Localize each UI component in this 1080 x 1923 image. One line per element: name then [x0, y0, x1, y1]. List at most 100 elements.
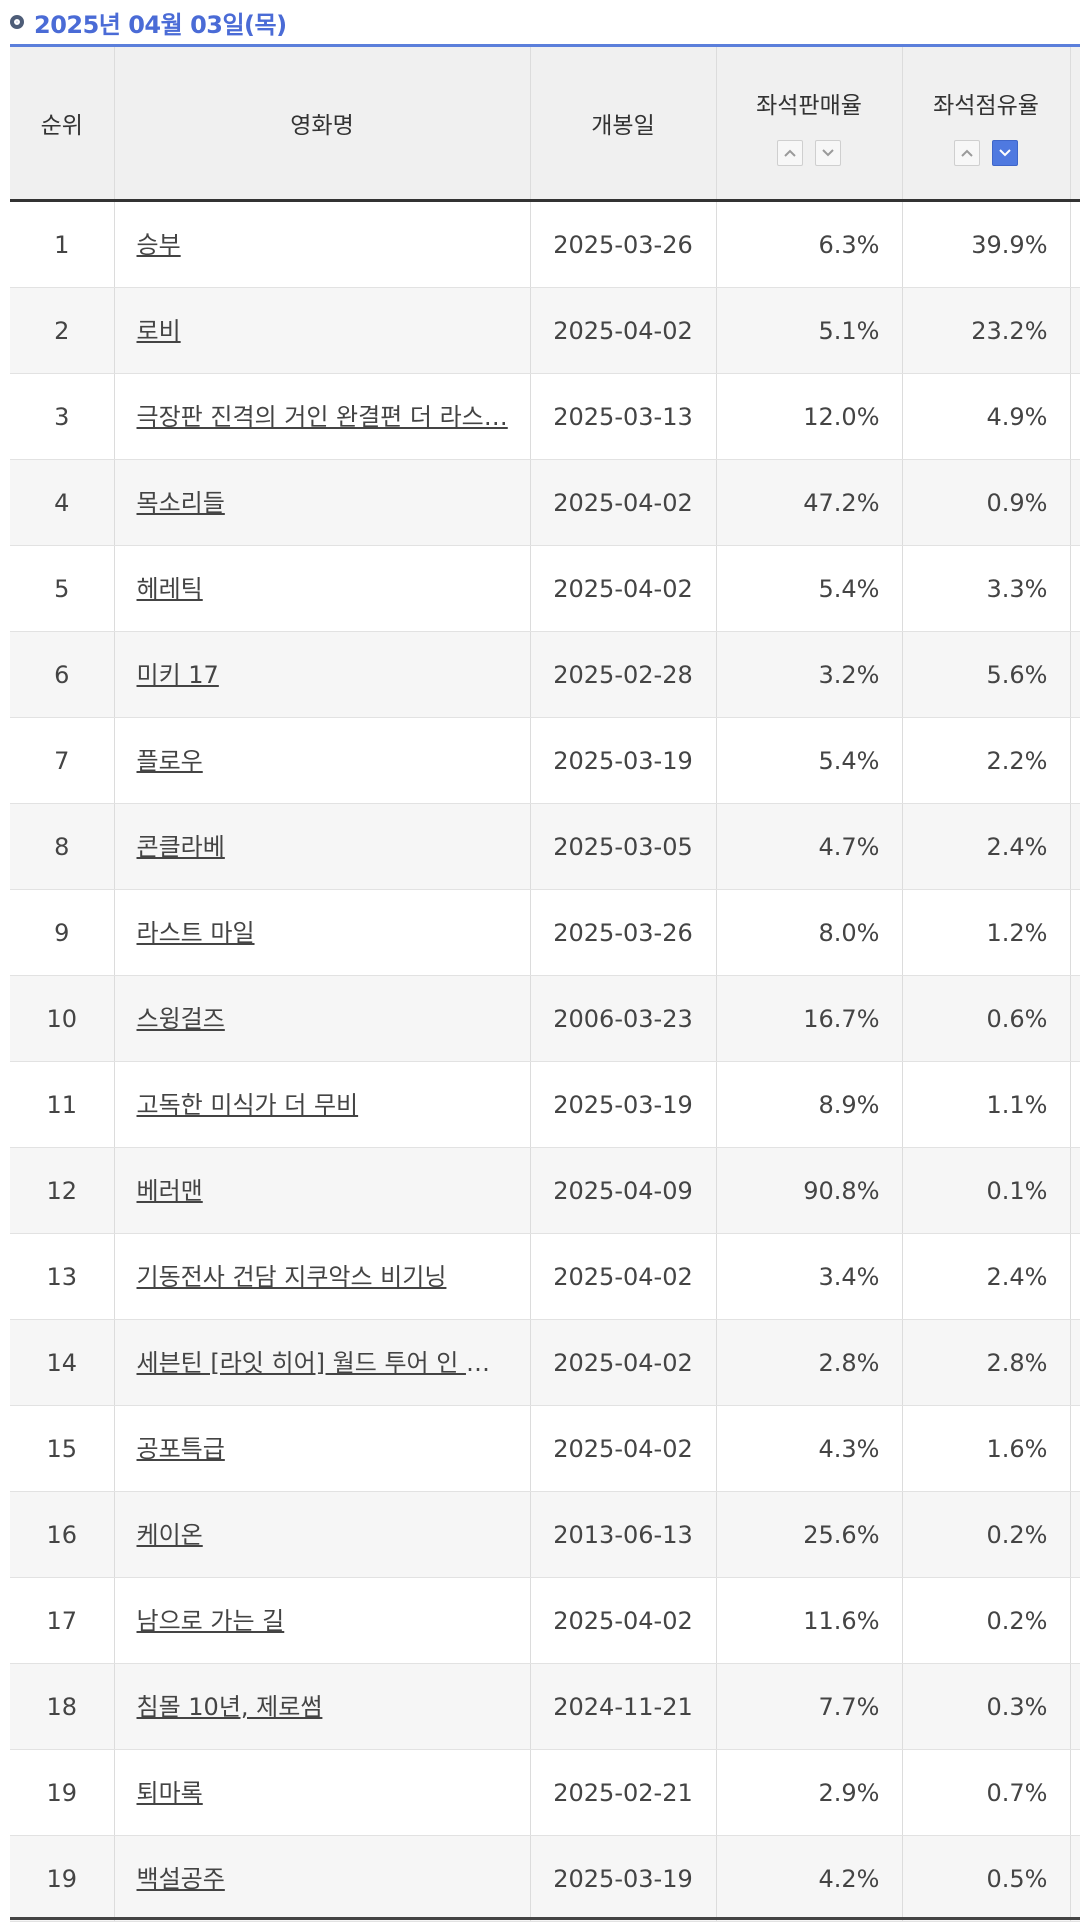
seat-sales-cell: 3.2%: [716, 631, 903, 718]
release-date-cell: 2025-03-05: [530, 803, 717, 890]
rank-cell: 16: [10, 1491, 115, 1578]
sort-descending-button[interactable]: [815, 140, 841, 166]
rank-cell: 18: [10, 1663, 115, 1750]
movie-title-link[interactable]: 콘클라베: [136, 832, 225, 861]
rank-cell: 3: [10, 373, 115, 460]
table-row: 19 퇴마록 2025-02-21 2.9% 0.7%: [10, 1749, 1080, 1836]
seat-share-cell: 0.3%: [902, 1663, 1071, 1750]
seat-sales-cell: 8.9%: [716, 1061, 903, 1148]
movie-title-link[interactable]: 남으로 가는 길: [136, 1606, 285, 1635]
column-header-title: 영화명: [114, 47, 531, 202]
movie-title-link[interactable]: 고독한 미식가 더 무비: [136, 1090, 359, 1119]
movie-title-link[interactable]: 플로우: [136, 746, 203, 775]
rank-cell: 14: [10, 1319, 115, 1406]
title-cell: 라스트 마일: [114, 889, 531, 976]
movie-title-link[interactable]: 공포특급: [136, 1434, 225, 1463]
movie-title-link[interactable]: 헤레틱: [136, 574, 203, 603]
movie-title-link[interactable]: 미키 17: [136, 660, 219, 689]
sort-descending-button-active[interactable]: [992, 140, 1018, 166]
movie-title-link[interactable]: 승부: [136, 230, 181, 259]
table-row: 3 극장판 진격의 거인 완결편 더 라스… 2025-03-13 12.0% 4.9%: [10, 373, 1080, 460]
movie-title-link[interactable]: 로비: [136, 316, 181, 345]
release-date-cell: 2025-03-26: [530, 200, 717, 288]
title-cell: 고독한 미식가 더 무비: [114, 1061, 531, 1148]
table-row: 6 미키 17 2025-02-28 3.2% 5.6%: [10, 631, 1080, 718]
rank-cell: 17: [10, 1577, 115, 1664]
sort-ascending-button[interactable]: [954, 140, 980, 166]
extra-cell: [1070, 200, 1080, 288]
movie-title-link[interactable]: 베러맨: [136, 1176, 203, 1205]
seat-sales-cell: 90.8%: [716, 1147, 903, 1234]
release-date-cell: 2025-03-19: [530, 1061, 717, 1148]
extra-cell: [1070, 1835, 1080, 1922]
extra-cell: [1070, 1233, 1080, 1320]
release-date-cell: 2025-03-19: [530, 1835, 717, 1922]
movie-title-link[interactable]: 퇴마록: [136, 1778, 203, 1807]
movie-title-link[interactable]: 침몰 10년, 제로썸: [136, 1692, 323, 1721]
table-row: 13 기동전사 건담 지쿠악스 비기닝 2025-04-02 3.4% 2.4%: [10, 1233, 1080, 1320]
column-header-release: 개봉일: [530, 47, 717, 202]
table-row: 15 공포특급 2025-04-02 4.3% 1.6%: [10, 1405, 1080, 1492]
rank-cell: 15: [10, 1405, 115, 1492]
rank-cell: 10: [10, 975, 115, 1062]
date-header: 2025년 04월 03일(목): [10, 0, 287, 44]
release-date-cell: 2024-11-21: [530, 1663, 717, 1750]
sort-ascending-button[interactable]: [777, 140, 803, 166]
movie-title-link[interactable]: 기동전사 건담 지쿠악스 비기닝: [136, 1262, 447, 1291]
release-date-cell: 2025-04-02: [530, 1405, 717, 1492]
movie-title-link[interactable]: 스윙걸즈: [136, 1004, 225, 1033]
seat-sales-cell: 5.1%: [716, 287, 903, 374]
seat-sales-cell: 4.7%: [716, 803, 903, 890]
seat-sales-cell: 47.2%: [716, 459, 903, 546]
extra-cell: [1070, 1319, 1080, 1406]
title-cell: 목소리들: [114, 459, 531, 546]
extra-cell: [1070, 1577, 1080, 1664]
table-row: 5 헤레틱 2025-04-02 5.4% 3.3%: [10, 545, 1080, 632]
seat-share-cell: 0.6%: [902, 975, 1071, 1062]
seat-share-cell: 0.2%: [902, 1577, 1071, 1664]
chevron-down-icon: [822, 149, 834, 157]
box-office-table-container: 순위 영화명 개봉일 좌석판매율: [10, 44, 1080, 1923]
seat-share-cell: 1.6%: [902, 1405, 1071, 1492]
seat-share-cell: 0.1%: [902, 1147, 1071, 1234]
rank-cell: 8: [10, 803, 115, 890]
title-cell: 베러맨: [114, 1147, 531, 1234]
column-header-seat-sales: 좌석판매율: [716, 47, 903, 202]
column-header-seat-share-label: 좌석점유율: [933, 93, 1039, 119]
movie-title-link[interactable]: 백설공주: [136, 1864, 225, 1893]
title-cell: 극장판 진격의 거인 완결편 더 라스…: [114, 373, 531, 460]
seat-sales-cell: 4.3%: [716, 1405, 903, 1492]
column-header-extra: [1070, 47, 1080, 202]
extra-cell: [1070, 1749, 1080, 1836]
column-header-rank: 순위: [10, 47, 115, 202]
title-cell: 침몰 10년, 제로썸: [114, 1663, 531, 1750]
extra-cell: [1070, 631, 1080, 718]
title-cell: 미키 17: [114, 631, 531, 718]
rank-cell: 6: [10, 631, 115, 718]
release-date-cell: 2025-04-02: [530, 287, 717, 374]
movie-title-link[interactable]: 극장판 진격의 거인 완결편 더 라스…: [136, 402, 508, 431]
title-cell: 케이온: [114, 1491, 531, 1578]
table-row: 1 승부 2025-03-26 6.3% 39.9%: [10, 200, 1080, 288]
movie-title-link[interactable]: 케이온: [136, 1520, 203, 1549]
extra-cell: [1070, 459, 1080, 546]
seat-share-cell: 39.9%: [902, 200, 1071, 288]
circle-bullet-icon: [10, 15, 24, 29]
extra-cell: [1070, 287, 1080, 374]
seat-share-cell: 0.2%: [902, 1491, 1071, 1578]
table-row: 11 고독한 미식가 더 무비 2025-03-19 8.9% 1.1%: [10, 1061, 1080, 1148]
extra-cell: [1070, 1491, 1080, 1578]
movie-title-link[interactable]: 세븐틴 [라잇 히어] 월드 투어 인 시…: [136, 1348, 513, 1377]
movie-title-link[interactable]: 라스트 마일: [136, 918, 255, 947]
title-cell: 기동전사 건담 지쿠악스 비기닝: [114, 1233, 531, 1320]
release-date-cell: 2025-04-02: [530, 459, 717, 546]
table-header-row: 순위 영화명 개봉일 좌석판매율: [10, 47, 1080, 202]
seat-share-cell: 2.4%: [902, 803, 1071, 890]
release-date-cell: 2025-03-19: [530, 717, 717, 804]
table-row: 7 플로우 2025-03-19 5.4% 2.2%: [10, 717, 1080, 804]
table-row: 19 백설공주 2025-03-19 4.2% 0.5%: [10, 1835, 1080, 1922]
rank-cell: 12: [10, 1147, 115, 1234]
table-row: 12 베러맨 2025-04-09 90.8% 0.1%: [10, 1147, 1080, 1234]
movie-title-link[interactable]: 목소리들: [136, 488, 225, 517]
seat-sales-cell: 12.0%: [716, 373, 903, 460]
